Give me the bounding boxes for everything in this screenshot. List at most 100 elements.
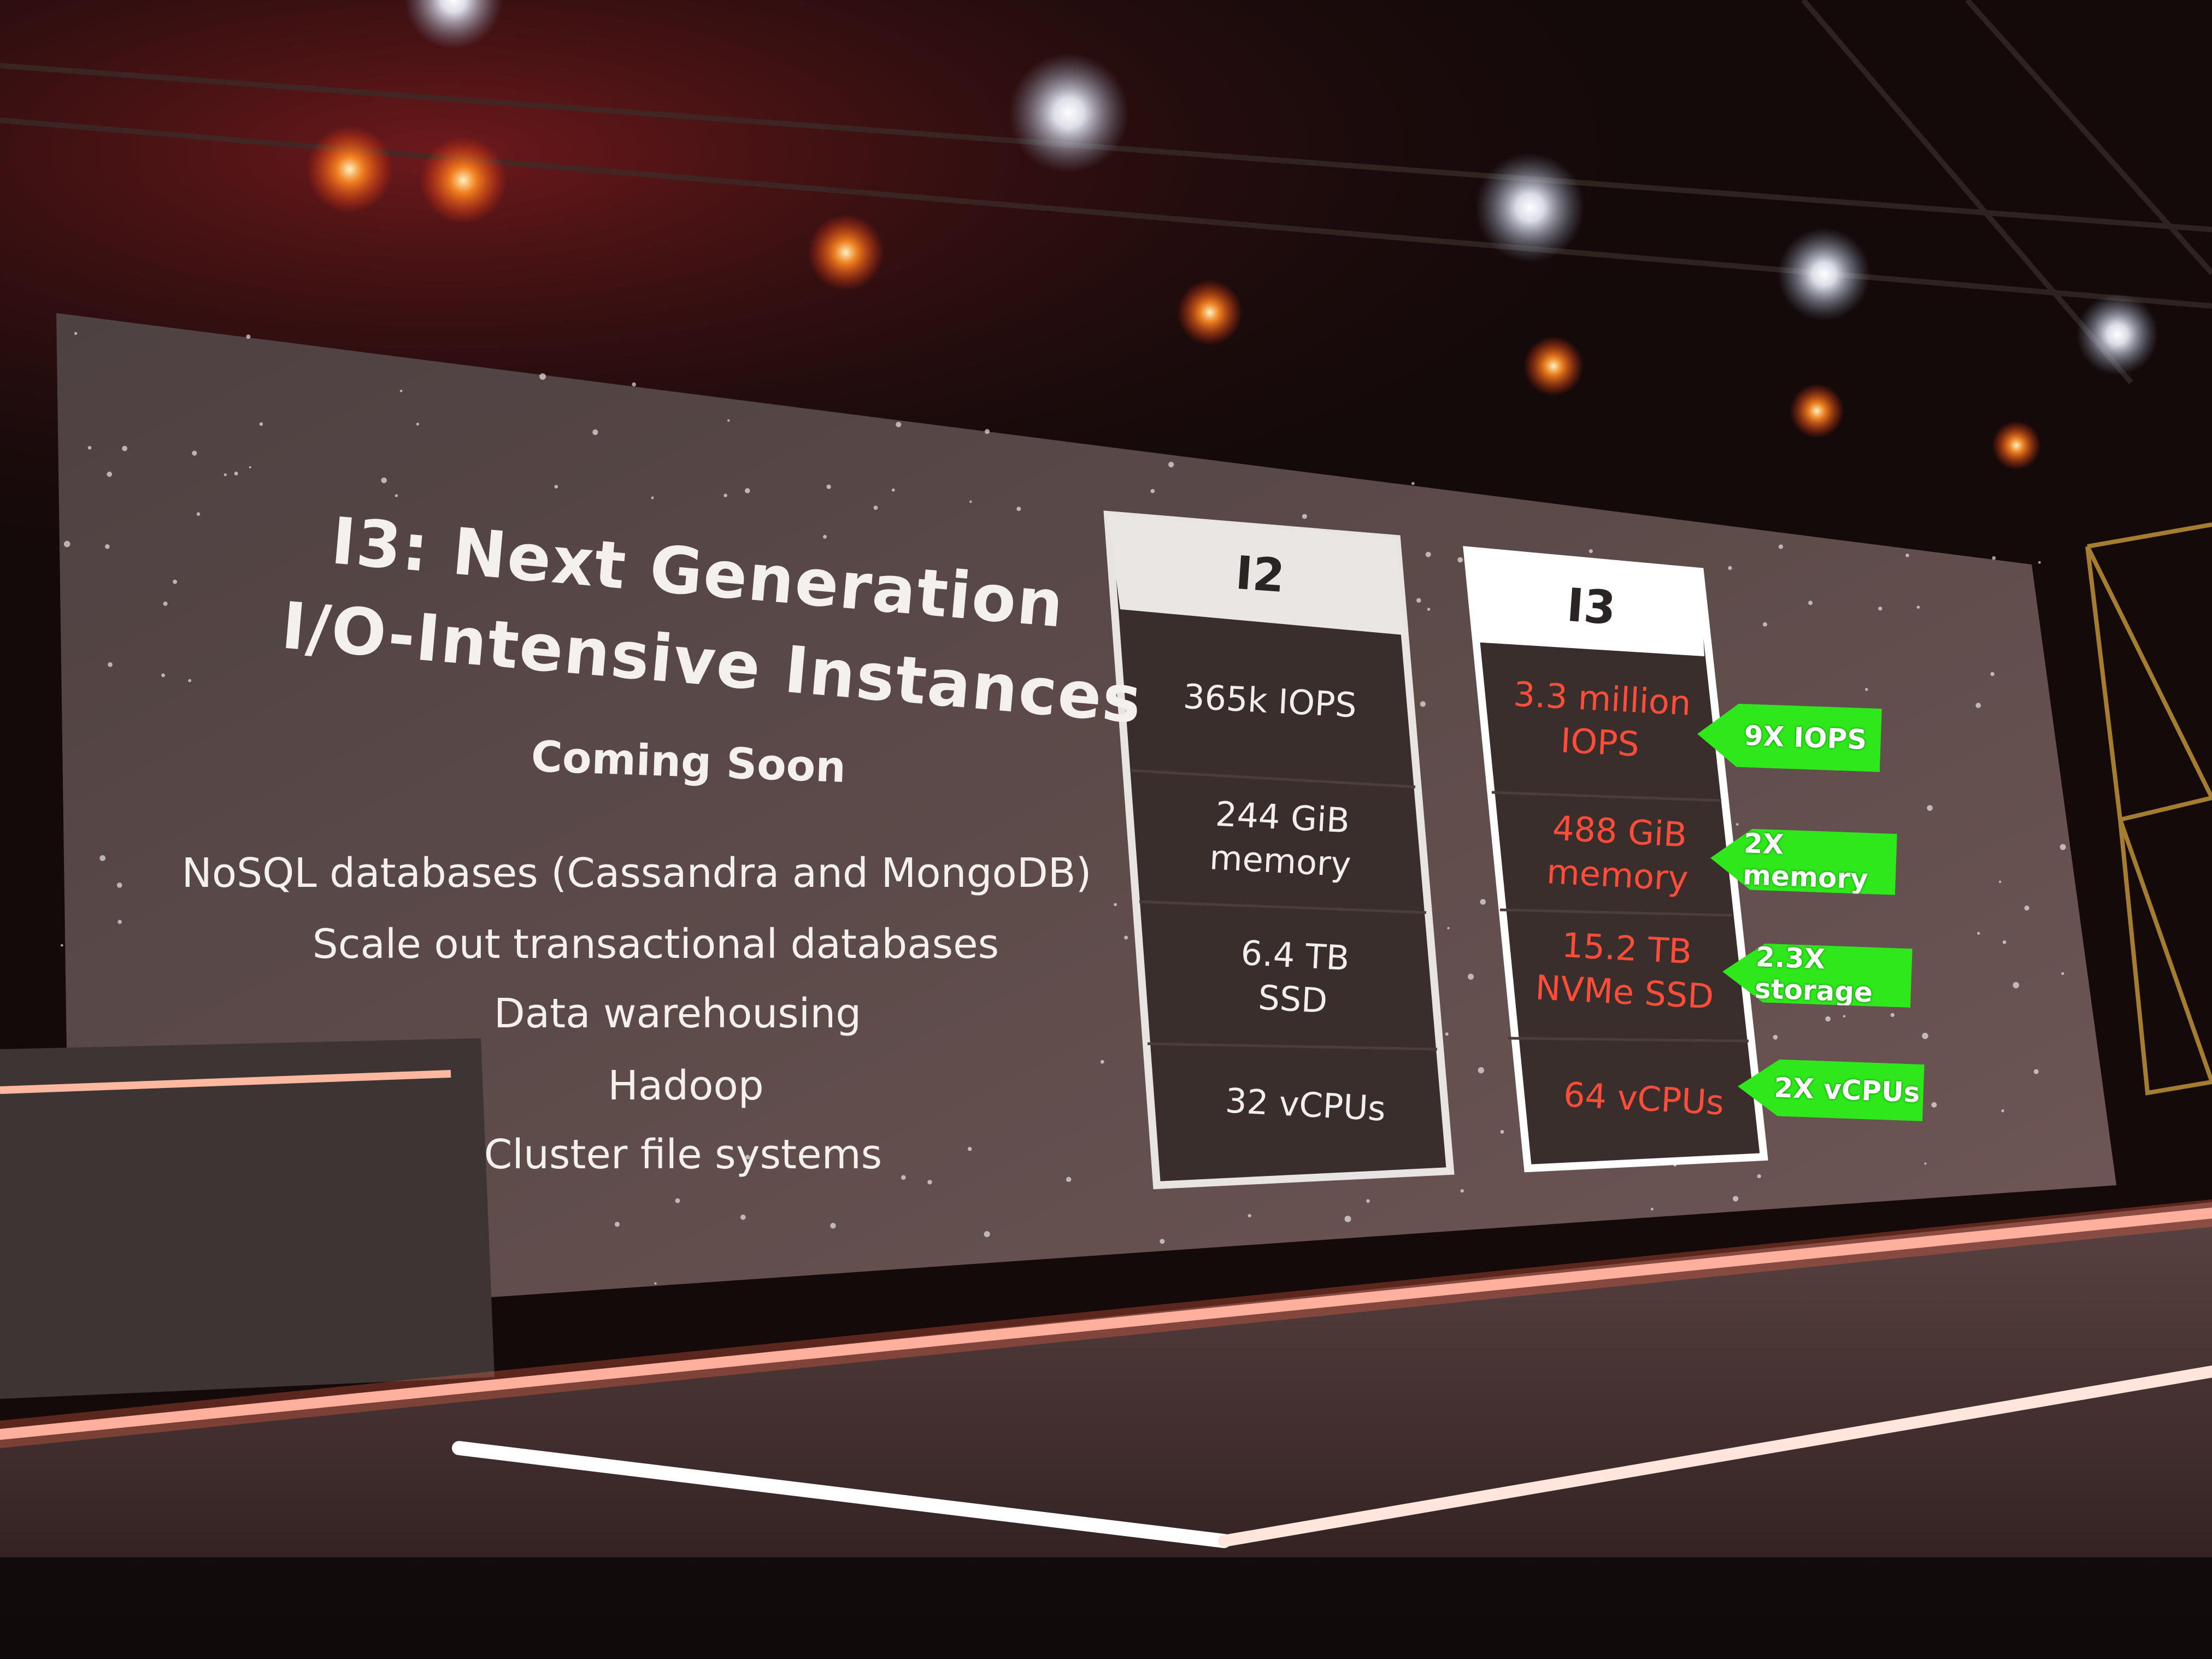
star [2001,1109,2004,1113]
i3-memory: 488 GiB memory [1545,808,1690,899]
star [1977,932,1980,935]
star [984,1231,990,1238]
use-case-item: Data warehousing [493,990,862,1037]
i3-iops: 3.3 million IOPS [1513,674,1692,764]
truss-tower [2085,522,2212,1096]
star [745,1155,750,1160]
use-case-item: NoSQL databases (Cassandra and MongoDB) [181,850,1092,897]
star [381,477,387,484]
star [2038,561,2041,564]
star [1757,1174,1761,1179]
star [1366,1199,1370,1203]
star [1778,544,1784,549]
star [826,484,831,489]
star [554,485,558,489]
star [873,505,878,510]
star [2033,1069,2039,1074]
star [654,1282,657,1285]
star [1808,601,1813,605]
star [1425,551,1431,557]
i2-header: I2 [1233,545,1287,603]
star [1411,481,1415,485]
star [1160,1239,1165,1244]
star [1931,1102,1937,1108]
star [727,419,730,422]
star [116,883,122,888]
star [2024,905,2029,911]
star [399,390,403,392]
star [1736,823,1739,826]
star [1990,672,1995,676]
star [2002,940,2007,944]
star [74,332,78,335]
star [1999,880,2002,883]
star [1589,549,1593,554]
star [592,429,598,436]
star [99,855,106,861]
star [163,601,168,606]
i3-header: I3 [1564,578,1618,636]
star [1150,489,1155,493]
stage-floor [0,1202,2212,1659]
star [745,488,750,493]
star [1100,1060,1104,1064]
i2-column-frame [1103,510,1455,1190]
use-case-item: Scale out transactional databases [312,921,999,968]
star [896,421,902,427]
star [1427,608,1431,611]
star [1066,1176,1072,1183]
star [830,1222,836,1229]
i2-iops: 365k IOPS [1182,676,1358,726]
star [1843,1015,1846,1018]
i2-vcpus: 32 vCPUs [1224,1080,1387,1129]
star [967,1146,972,1151]
i3-storage: 15.2 TB NVMe SSD [1534,925,1715,1017]
star [969,501,972,503]
star [395,494,398,497]
star [1865,687,1868,691]
star [632,382,636,387]
star [161,673,166,678]
star [1773,1034,1778,1040]
star [259,422,263,426]
star [1924,1162,1927,1165]
star [246,334,251,339]
use-case-item: Hadoop [608,1062,764,1109]
star [107,472,113,477]
star [539,373,546,380]
star [1480,899,1486,905]
star [740,1214,746,1220]
star [105,544,110,549]
star [891,488,895,492]
star [173,579,178,584]
star [122,445,128,451]
use-case-item: Cluster file systems [484,1131,883,1178]
star [188,679,192,683]
star [117,920,122,924]
star [1890,1013,1895,1017]
star [1168,462,1174,468]
star [1500,1129,1504,1134]
star [1124,936,1128,940]
star [1445,1032,1449,1036]
star [2061,972,2064,975]
star [1878,607,1882,611]
star [1248,1214,1251,1217]
audience-shadow [0,1557,2212,1659]
star [1905,554,1909,557]
star [1344,1215,1351,1222]
star [1733,1196,1739,1202]
star [1302,514,1307,519]
star [1016,507,1021,511]
star [87,446,92,450]
star [651,496,654,499]
star [1416,598,1421,603]
star [223,473,227,476]
star [196,512,201,516]
i2-storage: 6.4 TB SSD [1239,932,1351,1021]
star [2060,844,2066,850]
star [1460,1189,1464,1193]
i2-memory: 244 GiB memory [1208,793,1352,885]
star [1975,703,1981,708]
